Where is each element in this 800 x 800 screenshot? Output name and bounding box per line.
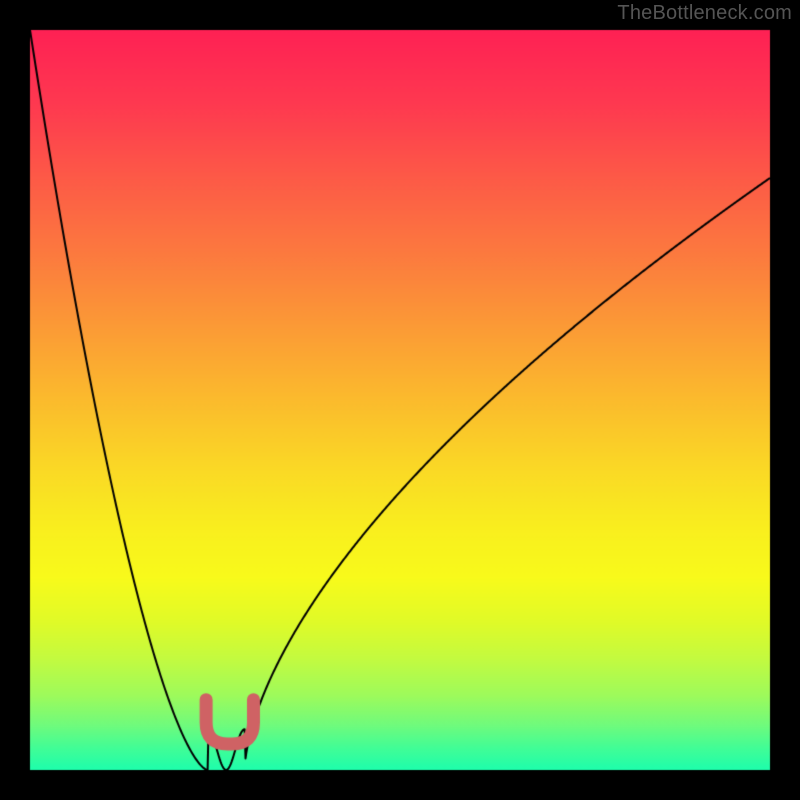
chart-stage: TheBottleneck.com (0, 0, 800, 800)
watermark-text: TheBottleneck.com (617, 2, 792, 25)
bottleneck-chart-canvas (0, 0, 800, 800)
